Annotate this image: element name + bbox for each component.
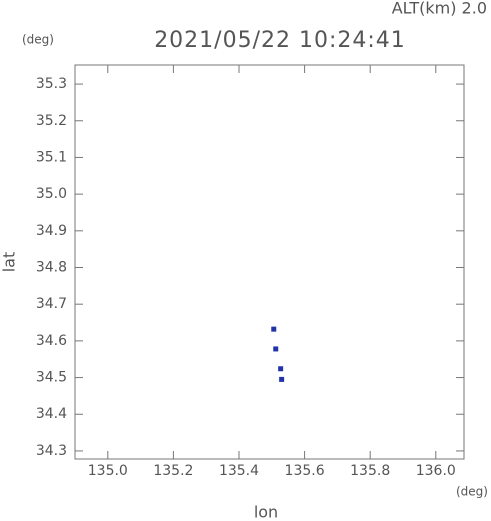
y-tick-label: 35.2 [36,113,67,129]
y-tick-label: 35.3 [36,76,67,92]
chart-title: 2021/05/22 10:24:41 [154,28,406,53]
point [273,346,279,352]
y-tick-label: 35.0 [36,186,67,202]
y-unit: (deg) [22,33,54,47]
x-unit: (deg) [456,485,488,499]
y-tick-label: 34.9 [36,223,67,239]
y-tick-label: 34.4 [36,406,67,422]
altitude-label: ALT(km) 2.0 [392,0,487,18]
x-tick-label: 135.6 [285,463,325,479]
x-tick-label: 135.0 [88,463,128,479]
plot-frame [74,64,465,460]
point [271,326,277,332]
x-tick-label: 135.2 [153,463,193,479]
point [278,366,284,372]
y-axis-label: lat [0,252,19,273]
point [279,376,285,382]
y-tick-label: 34.5 [36,370,67,386]
x-tick-label: 135.8 [350,463,390,479]
y-tick-label: 34.8 [36,260,67,276]
y-tick-label: 34.3 [36,443,67,459]
y-tick-label: 34.7 [36,296,67,312]
y-tick-label: 34.6 [36,333,67,349]
x-axis-label: lon [254,503,278,521]
x-tick-label: 135.4 [219,463,259,479]
x-tick-label: 136.0 [416,463,456,479]
y-tick-label: 35.1 [36,149,67,165]
